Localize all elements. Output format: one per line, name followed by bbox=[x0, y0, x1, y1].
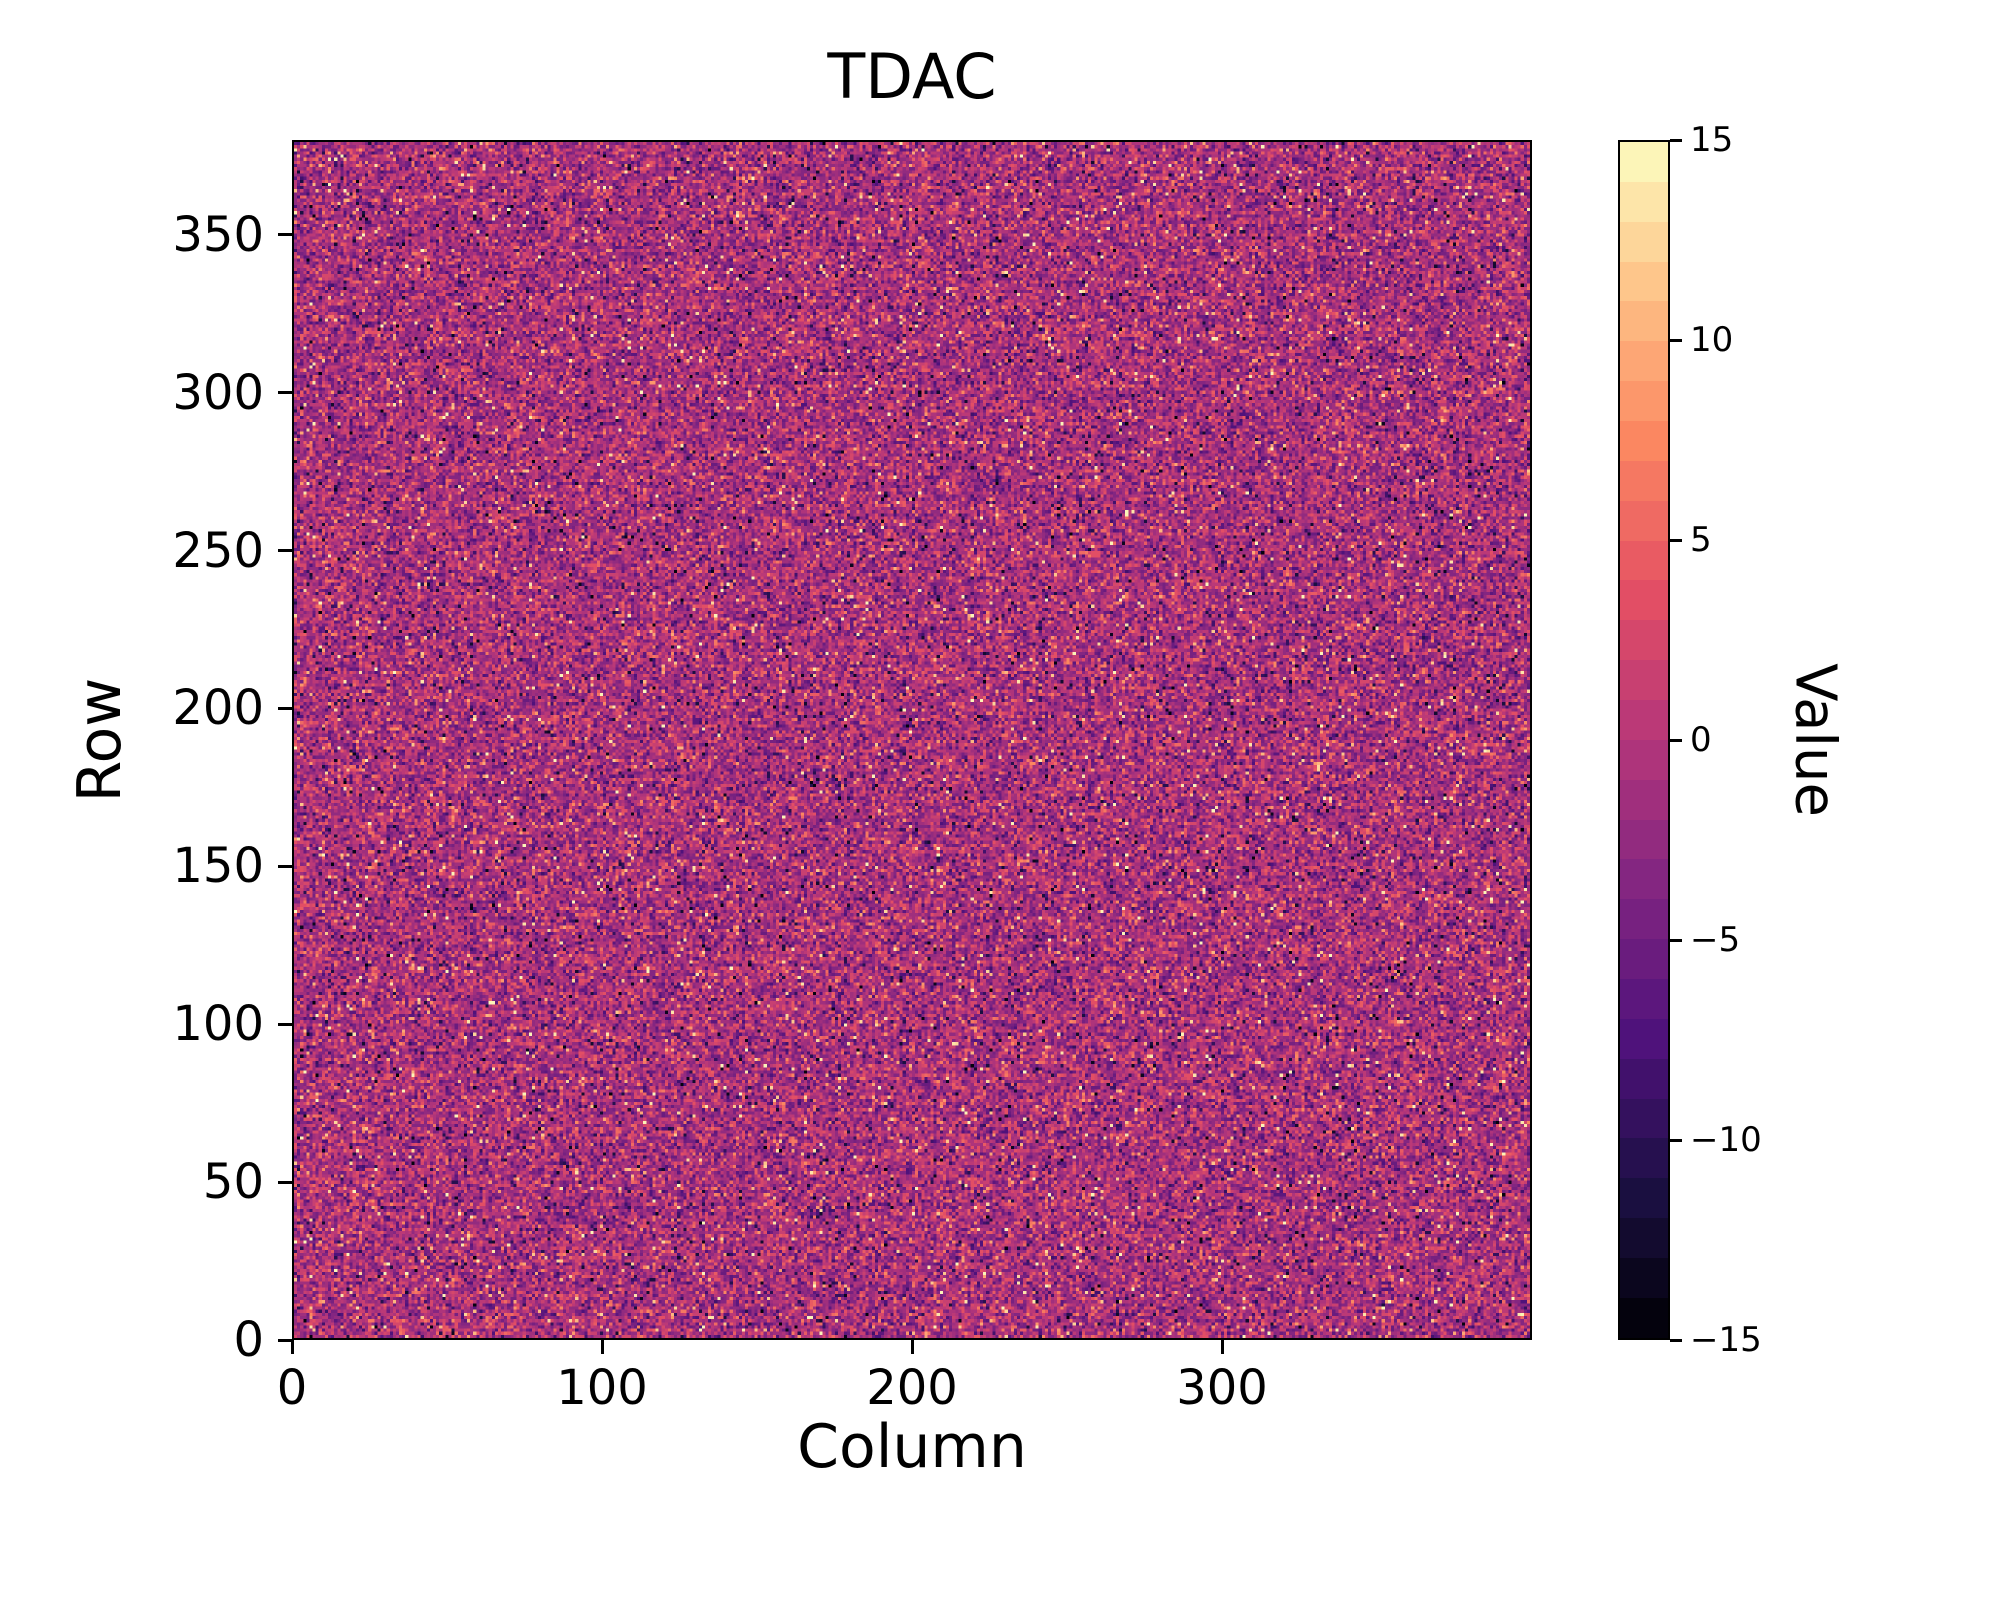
colorbar-band bbox=[1620, 979, 1668, 1019]
colorbar-band bbox=[1620, 460, 1668, 501]
colorbar-band bbox=[1620, 1058, 1668, 1099]
colorbar-band bbox=[1620, 620, 1668, 661]
colorbar-tick-label: 5 bbox=[1690, 520, 1712, 560]
colorbar-band bbox=[1620, 1138, 1668, 1179]
colorbar-tick-mark bbox=[1670, 1138, 1682, 1142]
colorbar-band bbox=[1620, 1258, 1668, 1298]
x-tick-label: 100 bbox=[556, 1360, 648, 1416]
chart-title: TDAC bbox=[827, 40, 997, 113]
y-tick-mark bbox=[278, 391, 292, 395]
colorbar-band bbox=[1620, 221, 1668, 262]
colorbar-tick-label: −5 bbox=[1690, 920, 1741, 960]
colorbar-band bbox=[1620, 1297, 1668, 1338]
x-tick-label: 300 bbox=[1176, 1360, 1268, 1416]
colorbar-tick-mark bbox=[1670, 338, 1682, 342]
colorbar-band bbox=[1620, 1178, 1668, 1219]
colorbar-tick-label: 0 bbox=[1690, 720, 1712, 760]
colorbar-band bbox=[1620, 142, 1668, 182]
colorbar-band bbox=[1620, 819, 1668, 860]
colorbar-tick-label: 10 bbox=[1690, 320, 1734, 360]
y-tick-label: 0 bbox=[233, 1312, 264, 1368]
x-tick-label: 200 bbox=[866, 1360, 958, 1416]
heatmap-canvas bbox=[294, 142, 1530, 1338]
y-tick-mark bbox=[278, 549, 292, 553]
colorbar-tick-mark bbox=[1670, 1338, 1682, 1342]
y-tick-mark bbox=[278, 233, 292, 237]
colorbar-band bbox=[1620, 700, 1668, 740]
x-tick-mark bbox=[290, 1340, 294, 1354]
y-tick-mark bbox=[278, 864, 292, 868]
colorbar-tick-mark bbox=[1670, 138, 1682, 142]
y-tick-label: 150 bbox=[172, 838, 264, 895]
colorbar-tick-label: −15 bbox=[1690, 1320, 1762, 1360]
colorbar-band bbox=[1620, 500, 1668, 541]
colorbar-band bbox=[1620, 899, 1668, 940]
x-tick-mark bbox=[600, 1340, 604, 1354]
colorbar-band bbox=[1620, 1018, 1668, 1059]
y-tick-label: 250 bbox=[172, 522, 264, 579]
colorbar-band bbox=[1620, 1218, 1668, 1259]
colorbar-tick-mark bbox=[1670, 738, 1682, 742]
colorbar-band bbox=[1620, 1098, 1668, 1139]
colorbar-tick-label: 15 bbox=[1690, 120, 1734, 160]
colorbar-band bbox=[1620, 540, 1668, 581]
colorbar-band bbox=[1620, 859, 1668, 900]
colorbar-tick-mark bbox=[1670, 938, 1682, 942]
colorbar-band bbox=[1620, 181, 1668, 222]
y-tick-mark bbox=[278, 1022, 292, 1026]
colorbar-band bbox=[1620, 939, 1668, 980]
y-tick-label: 50 bbox=[202, 1154, 264, 1211]
colorbar bbox=[1618, 140, 1670, 1340]
colorbar-tick-mark bbox=[1670, 538, 1682, 542]
x-tick-label: 0 bbox=[276, 1360, 308, 1416]
colorbar-band bbox=[1620, 779, 1668, 820]
x-tick-mark bbox=[1220, 1340, 1224, 1354]
y-tick-label: 100 bbox=[172, 996, 264, 1053]
colorbar-band bbox=[1620, 381, 1668, 422]
y-tick-label: 350 bbox=[172, 206, 264, 263]
colorbar-band bbox=[1620, 341, 1668, 382]
heatmap-plot-area bbox=[292, 140, 1532, 1340]
colorbar-tick-label: −10 bbox=[1690, 1120, 1762, 1160]
colorbar-band bbox=[1620, 580, 1668, 621]
x-axis-label: Column bbox=[797, 1412, 1027, 1482]
colorbar-band bbox=[1620, 301, 1668, 342]
y-tick-label: 200 bbox=[172, 680, 264, 737]
x-tick-mark bbox=[910, 1340, 914, 1354]
colorbar-band bbox=[1620, 660, 1668, 701]
colorbar-band bbox=[1620, 421, 1668, 461]
colorbar-band bbox=[1620, 261, 1668, 302]
y-tick-mark bbox=[278, 1338, 292, 1342]
colorbar-band bbox=[1620, 739, 1668, 780]
y-tick-label: 300 bbox=[172, 364, 264, 421]
y-tick-mark bbox=[278, 1180, 292, 1184]
y-tick-mark bbox=[278, 706, 292, 710]
